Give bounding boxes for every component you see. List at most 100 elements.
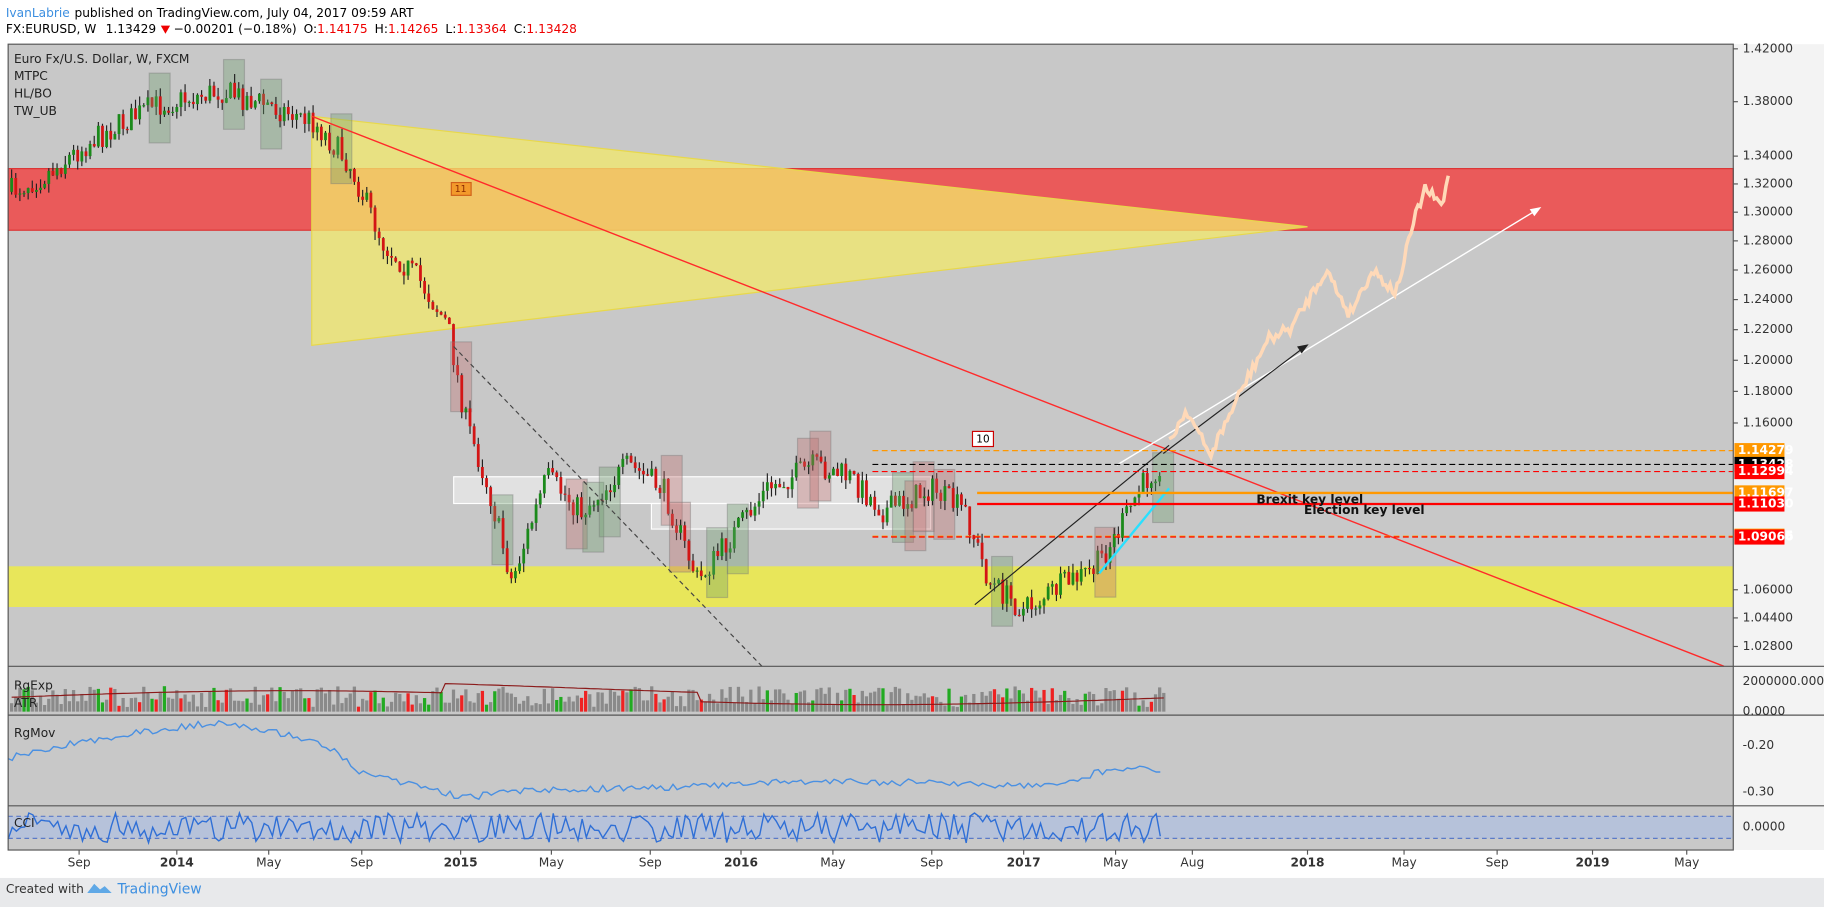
volume-bar (811, 700, 815, 712)
candle-body (402, 271, 406, 276)
candle-body (675, 525, 678, 533)
candle-body (216, 96, 220, 100)
volume-bar (1075, 698, 1079, 712)
candle-body (381, 238, 385, 251)
volume-bar (893, 686, 897, 712)
arrow-head (1297, 344, 1309, 354)
pane-axis-label: -0.30 (1743, 784, 1775, 798)
volume-bar (92, 689, 96, 712)
candle-body (493, 506, 497, 522)
candle-body (955, 494, 959, 508)
candle-body (1079, 569, 1083, 582)
candle-body (286, 107, 290, 115)
volume-bar (720, 689, 724, 712)
candle-body (815, 454, 819, 457)
volume-bar (327, 689, 332, 712)
volume-bar (559, 696, 563, 712)
candle-body (109, 130, 113, 140)
candle-body (386, 250, 389, 257)
candle-body (47, 170, 51, 184)
volume-bar (431, 691, 435, 712)
candle-body (410, 260, 414, 264)
volume-bar (633, 686, 637, 712)
candle-body (778, 483, 782, 488)
candle-body (918, 484, 922, 499)
volume-bar (493, 691, 497, 712)
candle-body (856, 474, 860, 498)
candle-body (357, 181, 360, 197)
candle-body (332, 150, 336, 155)
volume-bar (307, 698, 311, 712)
volume-bar (142, 686, 146, 712)
volume-bar (166, 697, 171, 712)
candle-body (179, 92, 183, 108)
candle-body (92, 143, 96, 147)
candle-body (427, 293, 431, 302)
volume-bar (617, 695, 621, 712)
volume-bar (418, 703, 423, 712)
candle-body (472, 426, 476, 445)
candle-body (1121, 513, 1124, 538)
price-marker (1734, 464, 1785, 480)
candle-body (794, 462, 798, 478)
candle-body (476, 444, 480, 467)
volume-bar (398, 693, 402, 712)
volume-bar (1025, 700, 1030, 712)
volume-bar (323, 693, 328, 712)
election-label: Election key level (1304, 503, 1425, 517)
candle-body (224, 98, 228, 103)
candle-body (1005, 585, 1009, 604)
volume-bar (815, 689, 819, 712)
footer-brand[interactable]: TradingView (116, 882, 201, 898)
candle-body (117, 114, 121, 135)
candle-body (72, 149, 75, 155)
volume-bar (707, 693, 712, 712)
volume-bar (976, 703, 980, 712)
time-label: Aug (1180, 855, 1204, 869)
volume-bar (972, 693, 976, 712)
candle-body (55, 168, 59, 176)
price-tick-label: 1.22000 (1743, 322, 1793, 336)
volume-bar (389, 701, 394, 712)
label-box (971, 430, 995, 448)
candle-body (187, 101, 191, 103)
volume-bar (712, 699, 716, 712)
volume-bar (612, 691, 617, 712)
volume-bar (1017, 690, 1021, 712)
candle-body (303, 113, 307, 124)
volume-bar (208, 691, 212, 712)
volume-bar (844, 689, 848, 712)
volume-bar (369, 692, 373, 712)
time-label: May (1103, 855, 1128, 869)
candle-body (753, 506, 757, 516)
tv-logo[interactable] (87, 883, 112, 894)
volume-bar (443, 702, 447, 712)
volume-bar (658, 702, 662, 712)
candle-body (670, 513, 674, 526)
volume-bar (901, 704, 906, 712)
chart-drawings (7, 115, 1734, 607)
candle-body (63, 164, 67, 174)
ohlc-value: 1.14175 (317, 22, 367, 36)
dashed-line (453, 346, 763, 667)
candle-body (836, 468, 839, 477)
main-pane (8, 44, 1734, 667)
volume-bar (584, 690, 588, 712)
candle-body (464, 408, 468, 413)
volume-bar (344, 697, 348, 712)
volume-bar (1071, 703, 1075, 712)
legend-title: Euro Fx/U.S. Dollar, W, FXCM (14, 52, 190, 66)
volume-bar (299, 688, 303, 712)
candle-body (947, 486, 951, 489)
candle-body (489, 487, 493, 507)
volume-bar (352, 686, 357, 712)
volume-bar (625, 692, 629, 712)
volume-bar (963, 694, 968, 712)
volume-bar (472, 702, 476, 712)
price-marker-label: 1.14279 (1738, 443, 1794, 457)
time-label: Sep (920, 855, 943, 869)
candle-body (76, 149, 80, 162)
volume-bar (422, 698, 427, 712)
label-10: 10 (976, 434, 989, 446)
candle-body (749, 509, 753, 516)
